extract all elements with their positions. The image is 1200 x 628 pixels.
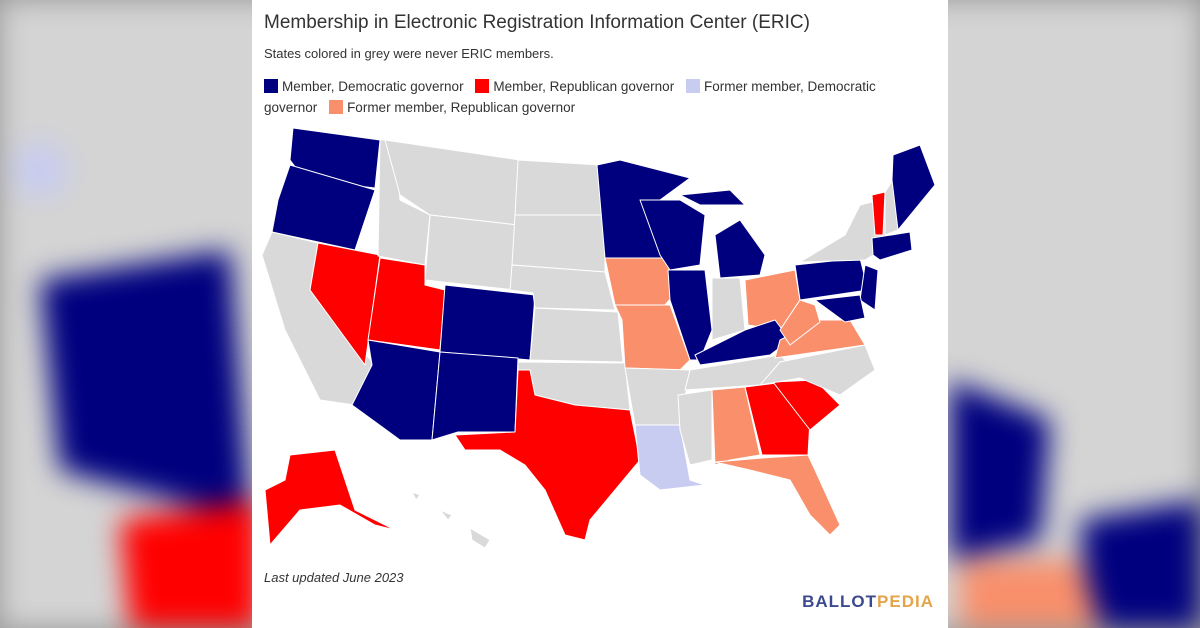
state — [469, 527, 491, 549]
state — [529, 307, 624, 363]
brand-part: BALLOT — [802, 592, 878, 611]
state — [667, 269, 713, 361]
legend: Member, Democratic governor Member, Repu… — [264, 76, 904, 118]
legend-label: Member, Democratic governor — [282, 79, 464, 94]
state — [424, 214, 519, 291]
state — [309, 242, 381, 366]
state — [439, 284, 536, 361]
state — [454, 369, 641, 541]
state — [794, 257, 869, 301]
state — [271, 164, 376, 251]
brand-part: PEDIA — [877, 592, 934, 611]
legend-swatch — [329, 100, 344, 114]
subtitle: States colored in grey were never ERIC m… — [264, 46, 554, 61]
state — [779, 299, 821, 346]
legend-swatch — [685, 79, 700, 93]
brand-logo: BALLOTPEDIA — [802, 592, 934, 612]
legend-item: Former member, Republican governor — [329, 100, 575, 115]
state — [871, 231, 913, 261]
state — [871, 191, 886, 236]
state — [772, 379, 841, 431]
legend-item: Member, Democratic governor — [264, 79, 464, 94]
state — [514, 159, 606, 216]
legend-item: Member, Republican governor — [475, 79, 674, 94]
state — [264, 449, 396, 546]
legend-label: Former member, Democratic governor — [264, 79, 876, 115]
state — [411, 491, 421, 501]
legend-label: Former member, Republican governor — [347, 100, 576, 115]
state — [677, 389, 713, 466]
state — [511, 214, 606, 273]
state — [711, 277, 746, 341]
legend-label: Member, Republican governor — [493, 79, 675, 94]
panel: Membership in Electronic Registration In… — [252, 0, 948, 628]
legend-swatch — [264, 79, 278, 93]
footnote: Last updated June 2023 — [264, 570, 404, 585]
state — [714, 454, 841, 536]
state — [439, 509, 453, 521]
legend-item: Former member, Democratic governor — [264, 79, 876, 115]
state — [891, 144, 936, 231]
state — [679, 189, 746, 206]
state — [714, 219, 766, 279]
state — [639, 199, 706, 271]
legend-swatch — [475, 79, 490, 93]
state — [431, 351, 519, 441]
us-map — [261, 127, 936, 549]
state — [859, 264, 879, 311]
state — [814, 294, 866, 323]
title: Membership in Electronic Registration In… — [264, 12, 810, 33]
state — [711, 386, 761, 466]
